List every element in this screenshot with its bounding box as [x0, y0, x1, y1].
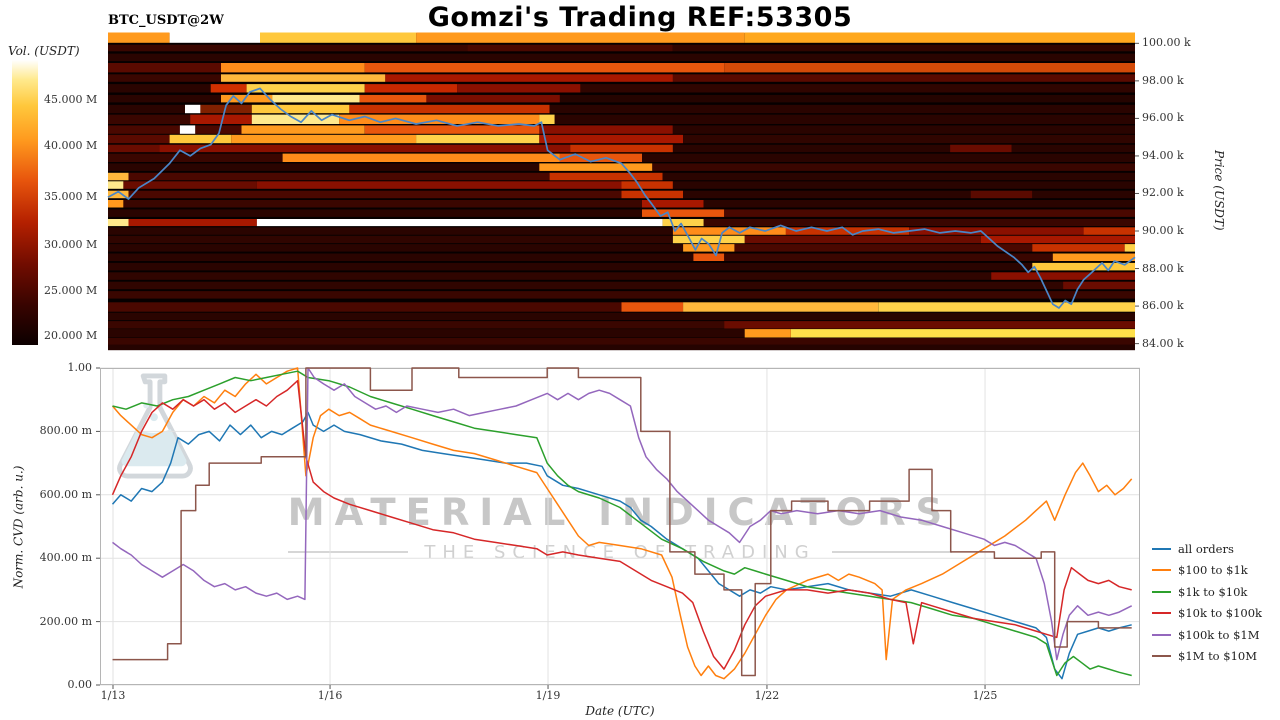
legend-item: all orders: [1152, 538, 1280, 560]
price-tick-label: 86.00 k: [1142, 299, 1184, 313]
cvd-x-tick-label: 1/22: [754, 689, 780, 702]
cvd-y-tick-label: 0.00: [67, 678, 93, 691]
price-tick-label: 92.00 k: [1142, 186, 1184, 200]
liquidity-heatmap: [107, 32, 1139, 351]
legend-item: $10k to $100k: [1152, 603, 1280, 625]
price-tick-label: 94.00 k: [1142, 148, 1184, 162]
legend-swatch: [1152, 655, 1171, 658]
cvd-y-tick-labels: 1.00 800.00 m 600.00 m 400.00 m 200.00 m 0.00: [26, 361, 92, 691]
colorbar-tick-label: 35.000 M: [44, 189, 98, 203]
colorbar-tick-labels: 45.000 M 40.000 M 35.000 M 30.000 M 25.000 M…: [44, 60, 114, 345]
cvd-y-tick-label: 1.00: [67, 361, 93, 374]
legend-item: $100k to $1M: [1152, 624, 1280, 646]
price-axis-title: Price (USDT): [1212, 150, 1226, 231]
colorbar-tick-label: 30.000 M: [44, 238, 98, 252]
price-tick-label: 90.00 k: [1142, 224, 1184, 237]
legend: all orders $100 to $1k $1k to $10k $10k to …: [1152, 538, 1280, 667]
volume-colorbar: [12, 60, 38, 345]
page-title: Gomzi's Trading REF:53305: [427, 2, 853, 33]
cvd-x-tick-label: 1/13: [100, 689, 126, 702]
legend-swatch: [1152, 612, 1171, 615]
price-axis-tick-labels: 100.00 k 98.00 k 96.00 k 94.00 k 92.00 k 90.0…: [1142, 33, 1212, 350]
legend-label: $100k to $1M: [1178, 627, 1260, 642]
y-axis-title-box: Norm. CVD (arb. u.): [6, 368, 30, 685]
legend-swatch: [1152, 633, 1171, 636]
colorbar-tick-label: 40.000 M: [44, 138, 98, 152]
legend-item: $100 to $1k: [1152, 560, 1280, 582]
x-axis-title: Date (UTC): [585, 704, 655, 718]
legend-label: all orders: [1178, 541, 1234, 556]
colorbar-tick-label: 45.000 M: [44, 92, 98, 106]
legend-label: $10k to $100k: [1178, 606, 1263, 621]
legend-label: $100 to $1k: [1178, 563, 1248, 578]
legend-swatch: [1152, 547, 1171, 550]
price-tick-label: 84.00 k: [1142, 336, 1184, 350]
cvd-x-tick-label: 1/16: [317, 689, 343, 702]
cvd-x-tick-label: 1/25: [972, 689, 998, 702]
legend-item: $1M to $10M: [1152, 646, 1280, 668]
cvd-y-tick-label: 600.00 m: [39, 487, 92, 501]
y-axis-title: Norm. CVD (arb. u.): [11, 465, 26, 588]
legend-swatch: [1152, 590, 1171, 593]
price-tick-label: 100.00 k: [1142, 36, 1191, 50]
colorbar-tick-label: 25.000 M: [44, 283, 98, 297]
cvd-y-tick-label: 800.00 m: [39, 424, 92, 438]
legend-item: $1k to $10k: [1152, 581, 1280, 603]
colorbar-title: Vol. (USDT): [8, 44, 80, 58]
price-tick-label: 98.00 k: [1142, 73, 1184, 87]
heatmap-panel: [107, 32, 1139, 351]
legend-swatch: [1152, 569, 1171, 572]
price-tick-label: 96.00 k: [1142, 111, 1184, 125]
legend-label: $1M to $10M: [1178, 649, 1257, 664]
legend-label: $1k to $10k: [1178, 584, 1248, 599]
cvd-x-tick-labels: 1/13 1/16 1/19 1/22 1/25: [100, 689, 1140, 703]
cvd-y-tick-label: 200.00 m: [39, 614, 92, 628]
cvd-line-chart: [96, 367, 1140, 689]
cvd-panel: MATERIAL INDICATORS THE SCIENCE OF TRADI…: [96, 367, 1140, 689]
price-tick-label: 88.00 k: [1142, 261, 1184, 275]
symbol-label: BTC_USDT@2W: [108, 13, 224, 28]
colorbar-tick-label: 20.000 M: [44, 329, 98, 343]
cvd-y-tick-label: 400.00 m: [39, 551, 92, 565]
cvd-x-tick-label: 1/19: [535, 689, 561, 702]
